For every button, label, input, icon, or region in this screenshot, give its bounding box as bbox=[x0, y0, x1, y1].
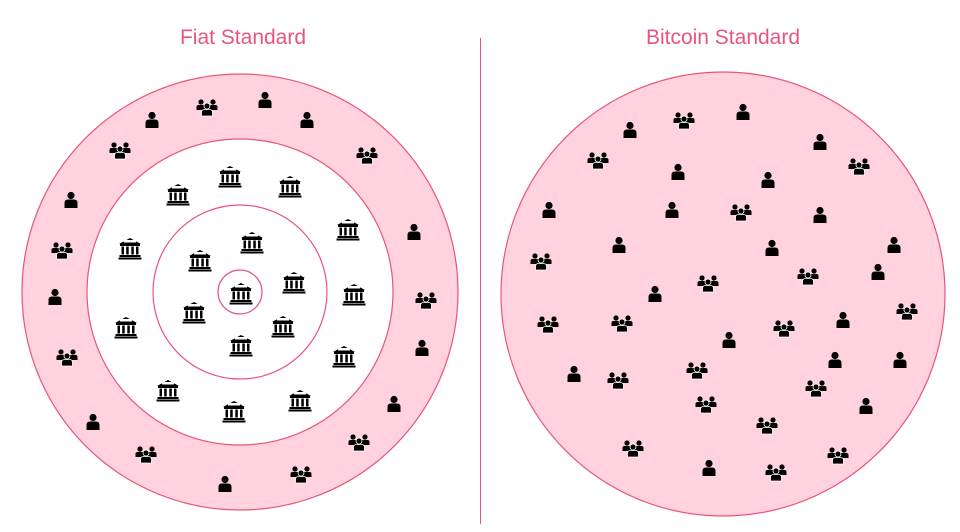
bitcoin-standard-title: Bitcoin Standard bbox=[645, 26, 801, 49]
fiat-standard-title: Fiat Standard bbox=[179, 26, 307, 49]
bitcoin-circle bbox=[500, 71, 946, 517]
panel-divider bbox=[480, 38, 481, 524]
fiat-core-ring bbox=[217, 269, 263, 315]
